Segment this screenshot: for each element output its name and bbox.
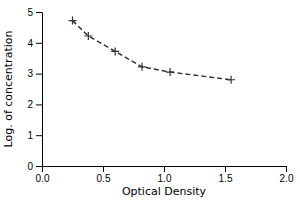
line [73,21,232,80]
marker [227,76,235,84]
x-axis-tick-label: 1.0 [158,173,172,184]
y-axis-tick: 4 [27,38,42,49]
x-axis-tick-label: 0.5 [97,173,111,184]
y-axis-tick-mark [36,104,42,105]
x-axis-tick-label: 2.0 [280,173,294,184]
y-axis-tick-label: 4 [27,38,33,49]
y-axis-tick: 2 [27,99,42,110]
y-axis-tick-label: 0 [27,161,33,172]
x-axis-tick: 2.0 [280,166,294,184]
marker [138,63,146,71]
y-axis-tick-label: 1 [27,130,33,141]
y-axis-tick-label: 3 [27,68,33,79]
y-axis-tick: 3 [27,68,42,79]
marker [84,32,92,40]
y-axis-tick-label: 5 [27,7,33,18]
marker [111,47,119,55]
y-axis-tick: 1 [27,130,42,141]
x-axis-tick-mark [286,166,287,172]
y-axis-tick-label: 2 [27,99,33,110]
plot: 0.0 0.5 1.0 1.5 2.0 0 1 2 3 4 5 [27,7,293,184]
y-axis-tick: 0 [27,161,42,172]
x-axis: 0.0 0.5 1.0 1.5 2.0 [36,166,294,184]
x-axis-tick: 0.5 [97,166,111,184]
y-axis-tick-mark [36,12,42,13]
marker [166,68,174,76]
x-axis-line [43,167,287,173]
x-axis-tick: 1.5 [219,166,233,184]
y-axis-tick-mark [36,166,42,167]
x-axis-tick: 0.0 [36,166,50,184]
y-axis-line [36,13,43,167]
y-axis-tick-mark [36,74,42,75]
x-axis-title: Optical Density [122,185,207,198]
y-axis-tick-mark [36,135,42,136]
y-axis: 0 1 2 3 4 5 [27,7,42,172]
x-axis-tick: 1.0 [158,166,172,184]
series [69,17,236,84]
x-axis-tick-mark [103,166,104,172]
x-axis-tick-mark [225,166,226,172]
marker [69,17,77,25]
x-axis-tick-mark [164,166,165,172]
x-axis-tick-label: 0.0 [36,173,50,184]
x-axis-tick-label: 1.5 [219,173,233,184]
y-axis-tick: 5 [27,7,42,18]
y-axis-tick-mark [36,43,42,44]
y-axis-title: Log. of concentration [2,31,15,148]
chart: 0.0 0.5 1.0 1.5 2.0 0 1 2 3 4 5 Optical Density Log.… [0,0,300,200]
